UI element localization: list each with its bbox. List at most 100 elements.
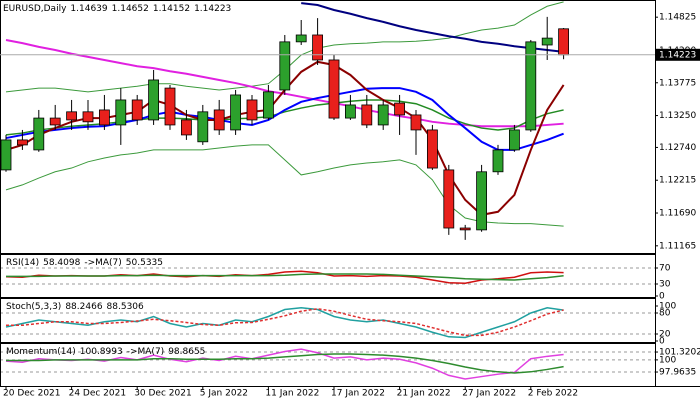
- y-tick-label: 20: [659, 330, 671, 340]
- indicator-line: [6, 273, 564, 281]
- indicator-line: [5, 87, 564, 151]
- candle-body: [82, 111, 94, 123]
- y-tick-label: 30: [659, 280, 671, 290]
- plot-area: [1, 348, 655, 380]
- x-tick-label: 24 Dec 2021: [69, 389, 127, 399]
- panel-frame: [0, 298, 656, 343]
- candle-body: [16, 139, 28, 146]
- indicator-line: [6, 353, 564, 374]
- candle-body: [164, 87, 176, 126]
- plot-area: [1, 267, 655, 285]
- y-tick-label: 1.11690: [659, 209, 696, 219]
- y-tick-label: 1.12215: [659, 176, 696, 186]
- indicator-line: [6, 308, 564, 337]
- header-part: ->MA(7): [127, 347, 164, 357]
- grid: [1, 312, 655, 335]
- plot-area: [1, 1, 569, 240]
- panel-header: EURUSD,Daily 1.14639 1.14652 1.14152 1.14223: [3, 4, 231, 14]
- y-tick-label: 1.13250: [659, 111, 696, 121]
- candle-body: [262, 91, 274, 119]
- header-part: RSI(14): [6, 258, 39, 268]
- x-tick-label: 20 Dec 2021: [3, 389, 61, 399]
- y-tick-label: 70: [659, 264, 671, 274]
- candle-body: [344, 104, 356, 119]
- plot-area: [1, 306, 655, 339]
- candle-body: [180, 119, 192, 136]
- y-tick-label: 0: [659, 292, 665, 302]
- candle-body: [508, 129, 520, 151]
- last-price-box: [656, 48, 700, 61]
- candle-body: [328, 59, 340, 119]
- candle-body: [377, 104, 389, 126]
- candle-body: [246, 99, 258, 121]
- candle-body: [197, 111, 209, 143]
- header-part: EURUSD,Daily: [3, 4, 67, 14]
- panel-header: RSI(14) 58.4098 ->MA(7) 50.5335: [6, 258, 163, 268]
- candle-body: [1, 139, 12, 171]
- y-tick-label: 101.3202: [659, 348, 700, 358]
- header-part: Stoch(5,3,3): [6, 302, 61, 312]
- y-tick-label: 80: [659, 309, 671, 319]
- candle-body: [443, 169, 455, 229]
- candle-body: [426, 129, 438, 169]
- candle-body: [410, 114, 422, 131]
- panel-frame: [0, 0, 656, 254]
- panel-frame: [0, 254, 656, 298]
- x-tick-label: 27 Jan 2022: [462, 389, 516, 399]
- candle-body: [492, 149, 504, 173]
- x-tick-label: 21 Jan 2022: [397, 389, 451, 399]
- candle-body: [558, 28, 569, 56]
- candle-body: [459, 227, 471, 231]
- indicator-line: [5, 99, 564, 136]
- header-part: 100.8993: [80, 347, 123, 357]
- x-tick-label: 2 Feb 2022: [528, 389, 578, 399]
- header-part: 58.4098: [43, 258, 80, 268]
- candle-body: [541, 37, 553, 46]
- candle-body: [148, 79, 160, 121]
- x-tick-label: 17 Jan 2022: [331, 389, 385, 399]
- header-part: 1.14152: [153, 4, 190, 14]
- indicator-line: [5, 306, 564, 339]
- candle-body: [476, 171, 488, 231]
- candle-body: [312, 34, 324, 61]
- y-tick-label: 100: [659, 355, 676, 365]
- candle-body: [66, 111, 77, 121]
- header-part: 1.14652: [112, 4, 149, 14]
- y-tick-label: 0: [659, 337, 665, 347]
- y-tick-label: 1.12740: [659, 143, 696, 153]
- header-part: 1.14639: [70, 4, 107, 14]
- candle-body: [394, 102, 406, 116]
- header-part: Momentum(14): [6, 347, 76, 357]
- candle-body: [361, 104, 373, 126]
- grid: [1, 267, 655, 285]
- header-part: 1.14223: [194, 4, 231, 14]
- candle-body: [99, 109, 110, 126]
- candle-body: [230, 94, 242, 131]
- panel-header: Stoch(5,3,3) 88.2466 88.5306: [6, 302, 144, 312]
- header-part: ->MA(7): [84, 258, 121, 268]
- candle-body: [33, 117, 45, 151]
- y-tick-label: 100: [659, 302, 676, 312]
- header-part: 98.8655: [168, 347, 205, 357]
- header-part: 88.2466: [65, 302, 102, 312]
- indicator-line: [301, 2, 564, 53]
- y-tick-label: 97.9635: [659, 368, 696, 378]
- x-tick-label: 11 Jan 2022: [265, 389, 319, 399]
- header-part: 50.5335: [126, 258, 163, 268]
- y-tick-label: 1.11165: [659, 241, 696, 251]
- last-price-label: 1.14223: [659, 50, 696, 60]
- x-tick-label: 5 Jan 2022: [200, 389, 248, 399]
- candle-body: [295, 34, 307, 43]
- candle-body: [49, 117, 61, 126]
- x-tick-label: 30 Dec 2021: [134, 389, 192, 399]
- candle-body: [115, 99, 127, 126]
- indicator-line: [5, 144, 564, 227]
- candle-body: [525, 41, 537, 131]
- y-tick-label: 1.13775: [659, 78, 696, 88]
- candle-body: [213, 109, 225, 131]
- y-tick-label: 1.14825: [659, 13, 696, 23]
- header-part: 88.5306: [107, 302, 144, 312]
